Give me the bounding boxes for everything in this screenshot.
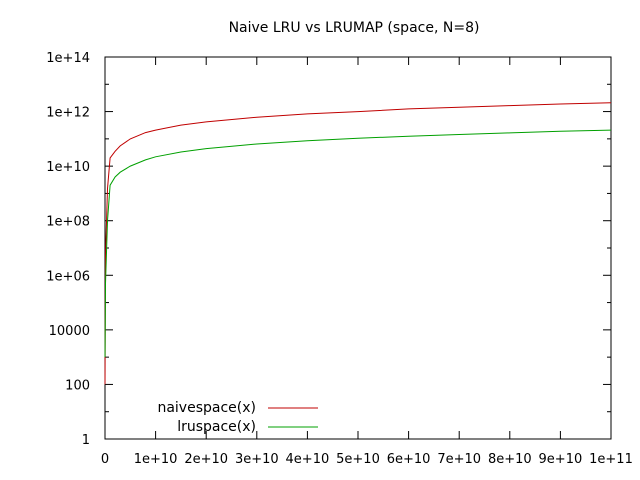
x-tick-label: 6e+10 — [387, 452, 431, 467]
y-tick-label: 1e+08 — [46, 215, 90, 230]
legend-label-naivespace: naivespace(x) — [157, 400, 256, 416]
y-tick-label: 1e+12 — [46, 106, 90, 121]
x-tick-label: 1e+10 — [134, 452, 178, 467]
x-tick-label: 5e+10 — [336, 452, 380, 467]
x-tick-label: 2e+10 — [184, 452, 228, 467]
legend-label-lruspace: lruspace(x) — [177, 419, 256, 435]
plot-frame — [104, 56, 612, 440]
x-tick-label: 3e+10 — [235, 452, 279, 467]
x-tick-label: 7e+10 — [437, 452, 481, 467]
y-tick-label: 1e+06 — [46, 269, 90, 284]
y-tick-label: 1 — [82, 433, 90, 448]
y-tick-label: 10000 — [49, 324, 90, 339]
series-line-lruspace-x — [104, 129, 612, 358]
x-tick-label: 9e+10 — [539, 452, 583, 467]
y-tick-label: 100 — [65, 378, 90, 393]
x-tick-label: 0 — [101, 452, 109, 467]
x-tick-label: 8e+10 — [488, 452, 532, 467]
ticks: 1 100 10000 1e+06 1e+08 1e+10 1e+12 1e+14 0 1e+10… — [46, 51, 633, 467]
chart-title: Naive LRU vs LRUMAP (space, N=8) — [229, 20, 480, 36]
series-line-naivespace-x — [104, 102, 612, 385]
y-tick-label: 1e+10 — [46, 160, 90, 175]
y-tick-label: 1e+14 — [46, 51, 90, 66]
x-tick-label: 1e+11 — [589, 452, 633, 467]
series-lines — [104, 102, 612, 385]
legend: naivespace(x) lruspace(x) — [157, 400, 318, 435]
x-tick-label: 4e+10 — [286, 452, 330, 467]
